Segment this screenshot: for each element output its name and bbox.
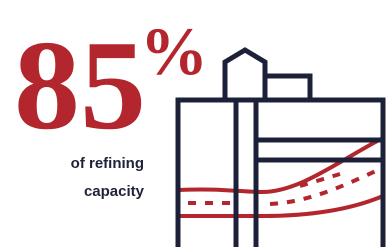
stat-unit: % [140,13,208,89]
caption-line: of refining [71,155,144,172]
caption-line: capacity [84,183,145,200]
strata-line [178,138,383,192]
strata-line [178,196,383,216]
refinery-icon [178,50,383,247]
ground-frame [178,100,383,247]
well-pipe [236,100,256,247]
infographic: 85 % of refining capacity [0,0,388,247]
stat-number: 85 [14,14,146,156]
tower [225,50,310,100]
